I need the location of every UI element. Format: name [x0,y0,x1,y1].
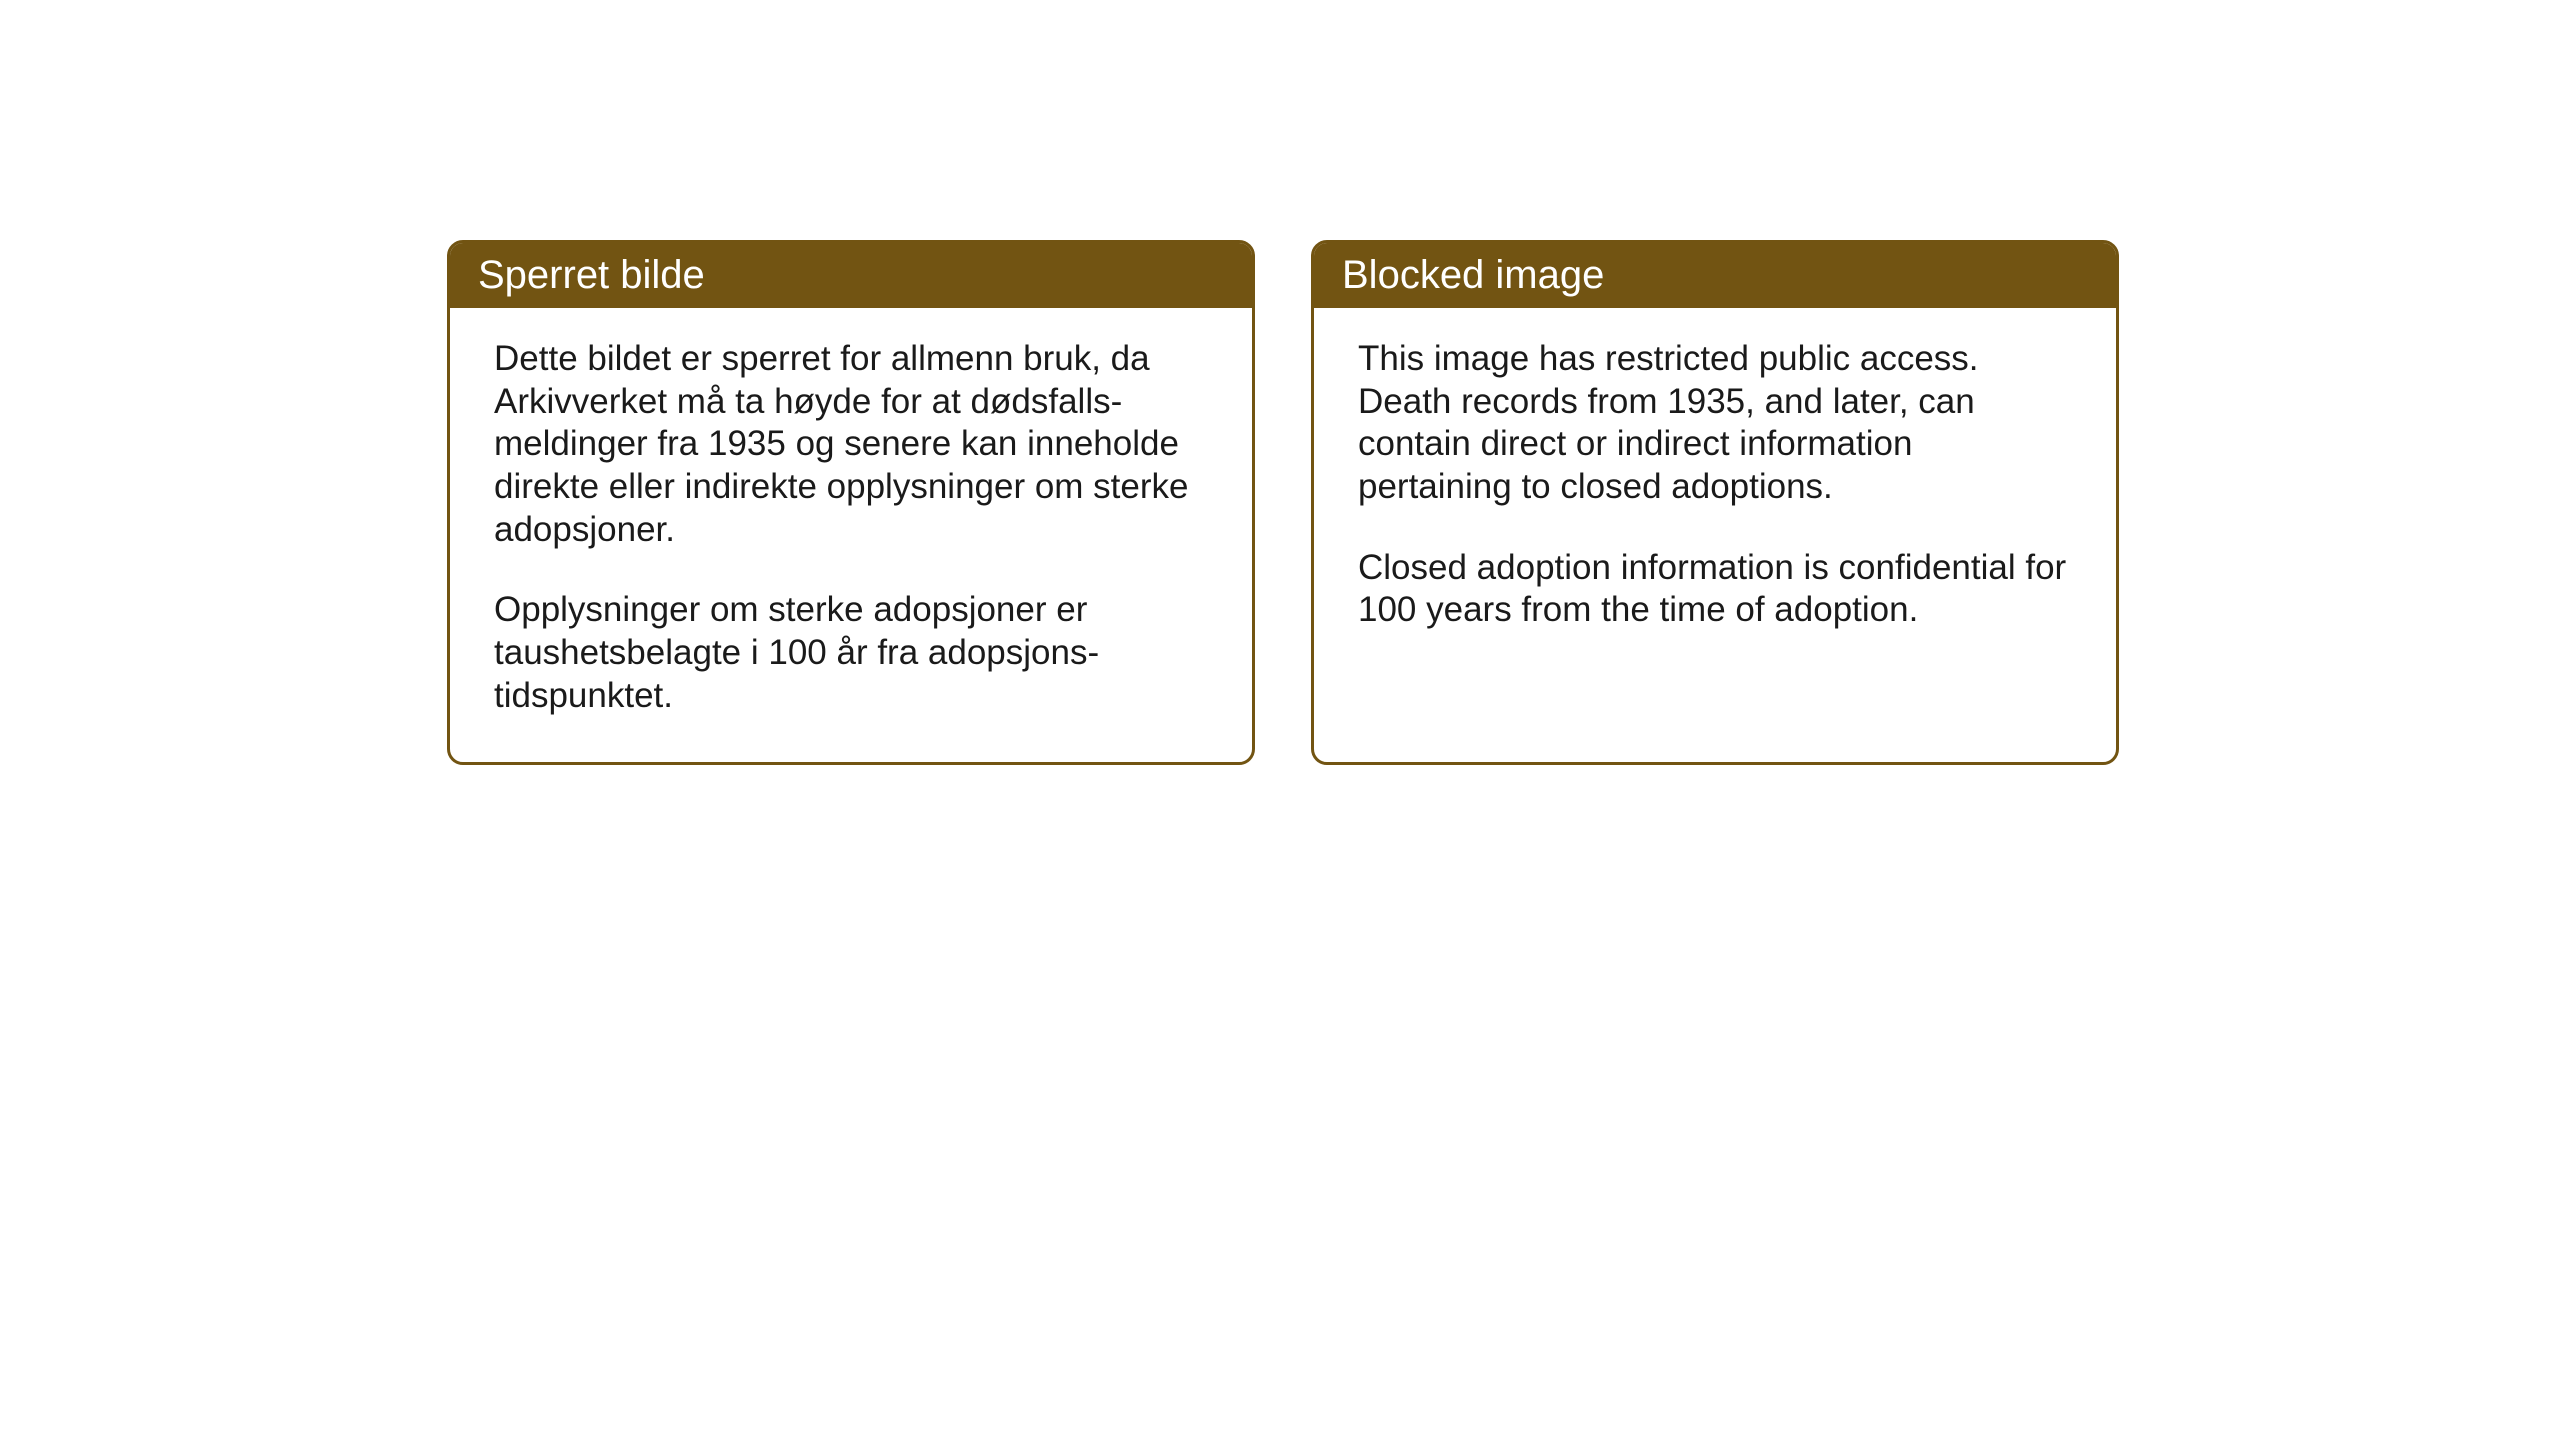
english-card-title: Blocked image [1314,243,2116,308]
norwegian-notice-card: Sperret bilde Dette bildet er sperret fo… [447,240,1255,765]
norwegian-card-title: Sperret bilde [450,243,1252,308]
notice-container: Sperret bilde Dette bildet er sperret fo… [447,240,2119,765]
english-card-body: This image has restricted public access.… [1314,308,2116,708]
english-paragraph-1: This image has restricted public access.… [1358,338,2072,509]
english-notice-card: Blocked image This image has restricted … [1311,240,2119,765]
english-paragraph-2: Closed adoption information is confident… [1358,547,2072,632]
norwegian-paragraph-1: Dette bildet er sperret for allmenn bruk… [494,338,1208,551]
norwegian-paragraph-2: Opplysninger om sterke adopsjoner er tau… [494,589,1208,717]
norwegian-card-body: Dette bildet er sperret for allmenn bruk… [450,308,1252,762]
